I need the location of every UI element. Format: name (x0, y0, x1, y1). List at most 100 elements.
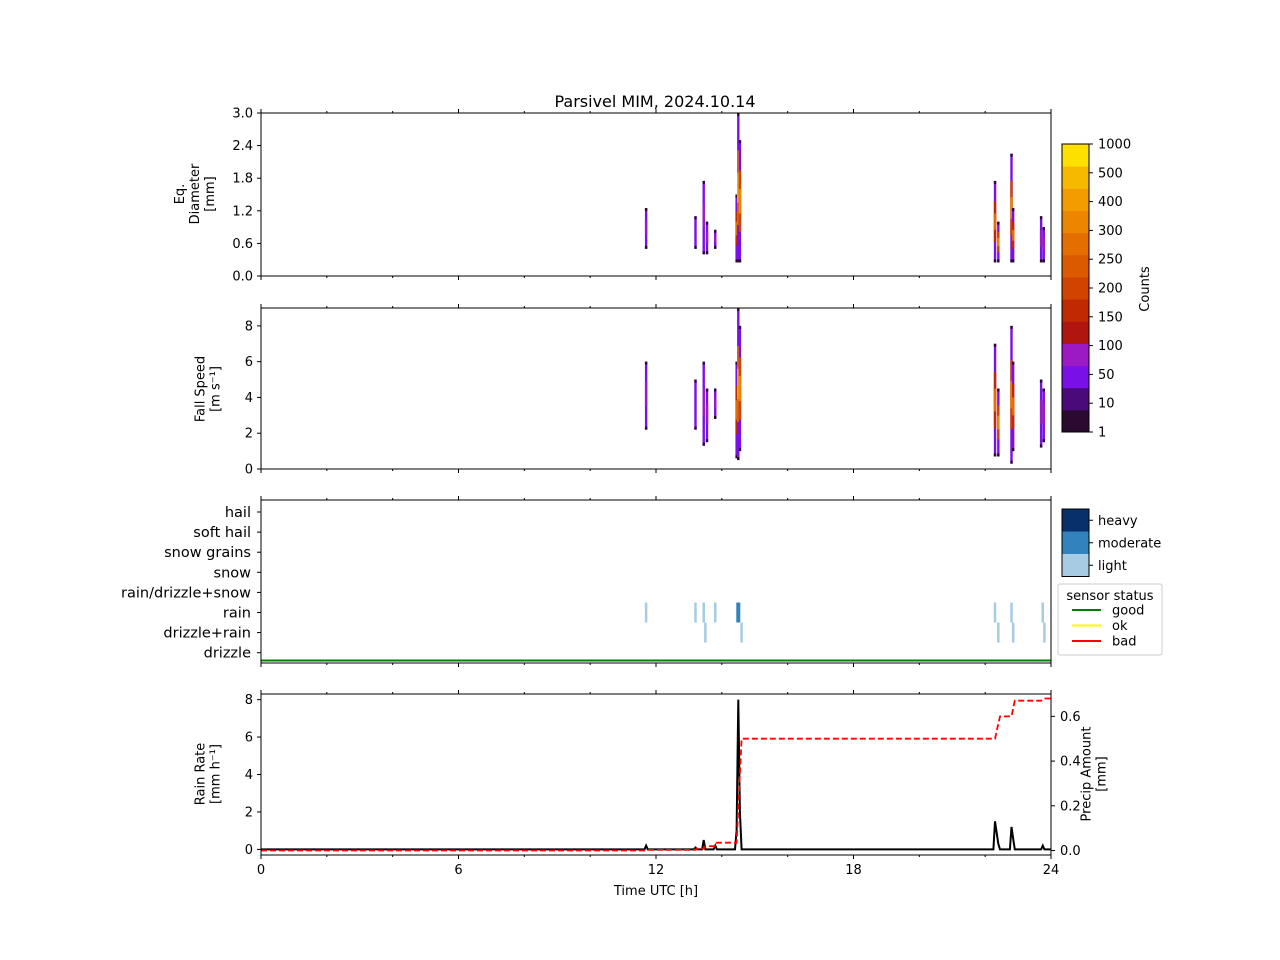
colorbar-tick-label: 500 (1098, 166, 1123, 181)
y-tick-label: 0.6 (232, 237, 253, 252)
diameter-panel: 0.0 0.6 1.2 1.8 2.4 3.0 Eq. Diameter [mm] (173, 107, 1052, 285)
heatmap-column-tip (993, 180, 997, 184)
heatmap-column-tip (1039, 216, 1043, 220)
y-tick-label: 8 (245, 319, 253, 334)
rain-rate-y-ticks: 0 2 4 6 8 (245, 693, 261, 858)
heatmap-column-tip (644, 245, 648, 249)
y-tick-label: 4 (245, 391, 253, 406)
intensity-swatch (1062, 509, 1089, 532)
heatmap-column (694, 379, 697, 430)
heatmap-column-tip (737, 259, 740, 263)
y-tick-label: 2 (245, 805, 253, 820)
rain-rate-y-label: Rain Rate [mm h⁻¹] (194, 743, 224, 806)
intensity-swatch (1062, 554, 1089, 577)
y-axis-label-line: [mm] (1095, 756, 1110, 791)
heatmap-column-tip (702, 251, 705, 255)
heatmap-column-tip (1042, 227, 1045, 231)
heatmap-column-core (705, 404, 709, 424)
precip-type-mark (644, 602, 648, 623)
heatmap-column-core (714, 397, 717, 409)
heatmap-column-peak (735, 221, 738, 236)
y-tick-label: 0 (245, 463, 253, 478)
heatmap-column-core (714, 235, 717, 243)
heatmap-column-tip (702, 180, 705, 184)
heatmap-column-tip (1010, 325, 1013, 329)
category-label: drizzle+rain (163, 626, 251, 642)
colorbar-tick-label: 10 (1098, 397, 1115, 412)
heatmap-column-tip (738, 259, 742, 263)
heatmap-column-tip (738, 140, 742, 144)
heatmap-column-core (644, 382, 648, 406)
heatmap-column-tip (735, 361, 738, 365)
precip-type-mark (1011, 622, 1015, 643)
heatmap-column-peak (738, 189, 742, 214)
category-label: soft hail (193, 525, 251, 541)
precip-type-mark (1043, 622, 1046, 643)
category-label: snow (214, 565, 252, 581)
rain-rate-frame (260, 693, 1052, 856)
x-tick-label: 6 (454, 863, 462, 878)
precip-type-mark (1041, 602, 1045, 623)
diameter-y-ticks: 0.0 0.6 1.2 1.8 2.4 3.0 (232, 107, 261, 285)
y-tick-label: 0.0 (1060, 844, 1081, 859)
heatmap-column-tip (993, 453, 997, 457)
y-tick-label: 0 (245, 843, 253, 858)
precip-type-marks (261, 602, 1051, 662)
heatmap-column-tip (997, 388, 1000, 392)
precip-type-mark (736, 602, 741, 623)
heatmap-column-peak (997, 415, 1000, 430)
heatmap-column-tip (1011, 448, 1015, 452)
y-axis-label-line: Fall Speed (194, 356, 209, 422)
heatmap-column-tip (694, 245, 697, 249)
y-axis-label-line: [mm] (203, 176, 218, 211)
heatmap-column-peak (993, 213, 997, 230)
precip-type-mark (997, 622, 1000, 643)
colorbar-segment (1062, 144, 1089, 167)
heatmap-column-tip (1011, 361, 1015, 365)
chart-title: Parsivel MIM, 2024.10.14 (554, 92, 755, 111)
time-x-axis: 0 6 12 18 24 (257, 109, 1059, 878)
heatmap-column-peak (1011, 229, 1015, 241)
y-tick-label: 8 (245, 693, 253, 708)
y-tick-label: 3.0 (232, 107, 253, 122)
diameter-y-label: Eq. Diameter [mm] (173, 163, 218, 224)
heatmap-column-tip (705, 439, 709, 443)
colorbar-tick-label: 200 (1098, 282, 1123, 297)
y-tick-label: 1.8 (232, 172, 253, 187)
heatmap-column-tip (737, 308, 740, 311)
y-tick-label: 0.2 (1060, 799, 1081, 814)
heatmap-column-tip (738, 325, 742, 329)
heatmap-column-tip (738, 448, 742, 452)
precip-type-mark (714, 602, 717, 623)
y-tick-label: 1.2 (232, 204, 253, 219)
colorbar-label: Counts (1138, 266, 1153, 312)
category-label: drizzle (204, 646, 251, 662)
precip-type-frame (260, 499, 1052, 664)
heatmap-column-tip (1010, 153, 1013, 157)
heatmap-column-peak (993, 388, 997, 412)
x-tick-label: 0 (257, 863, 265, 878)
heatmap-column-peak (735, 400, 738, 420)
heatmap-column-tip (735, 259, 738, 263)
heatmap-column-core (1039, 399, 1043, 424)
precip-type-mark (694, 602, 697, 623)
y-tick-label: 2 (245, 427, 253, 442)
colorbar-segment (1062, 321, 1089, 344)
colorbar-tick-label: 1 (1098, 426, 1106, 441)
y-axis-label-line: [mm h⁻¹] (209, 744, 224, 804)
intensity-label: heavy (1098, 514, 1138, 529)
heatmap-column (694, 216, 697, 249)
y-axis-label-line: Eq. (173, 184, 188, 205)
y-tick-label: 0.6 (1060, 710, 1081, 725)
colorbar-tick-label: 1000 (1098, 138, 1131, 153)
fallspeed-panel: 0 2 4 6 8 Fall Speed [m s⁻¹] (194, 307, 1052, 478)
y-tick-label: 2.4 (232, 139, 253, 154)
precip-type-mark (993, 602, 997, 623)
y-axis-label-line: Rain Rate (194, 743, 209, 806)
heatmap-column-tip (714, 388, 717, 392)
colorbar-segment (1062, 210, 1089, 234)
heatmap-column-core (644, 220, 648, 235)
precip-amount-y-label: Precip Amount [mm] (1080, 727, 1110, 822)
